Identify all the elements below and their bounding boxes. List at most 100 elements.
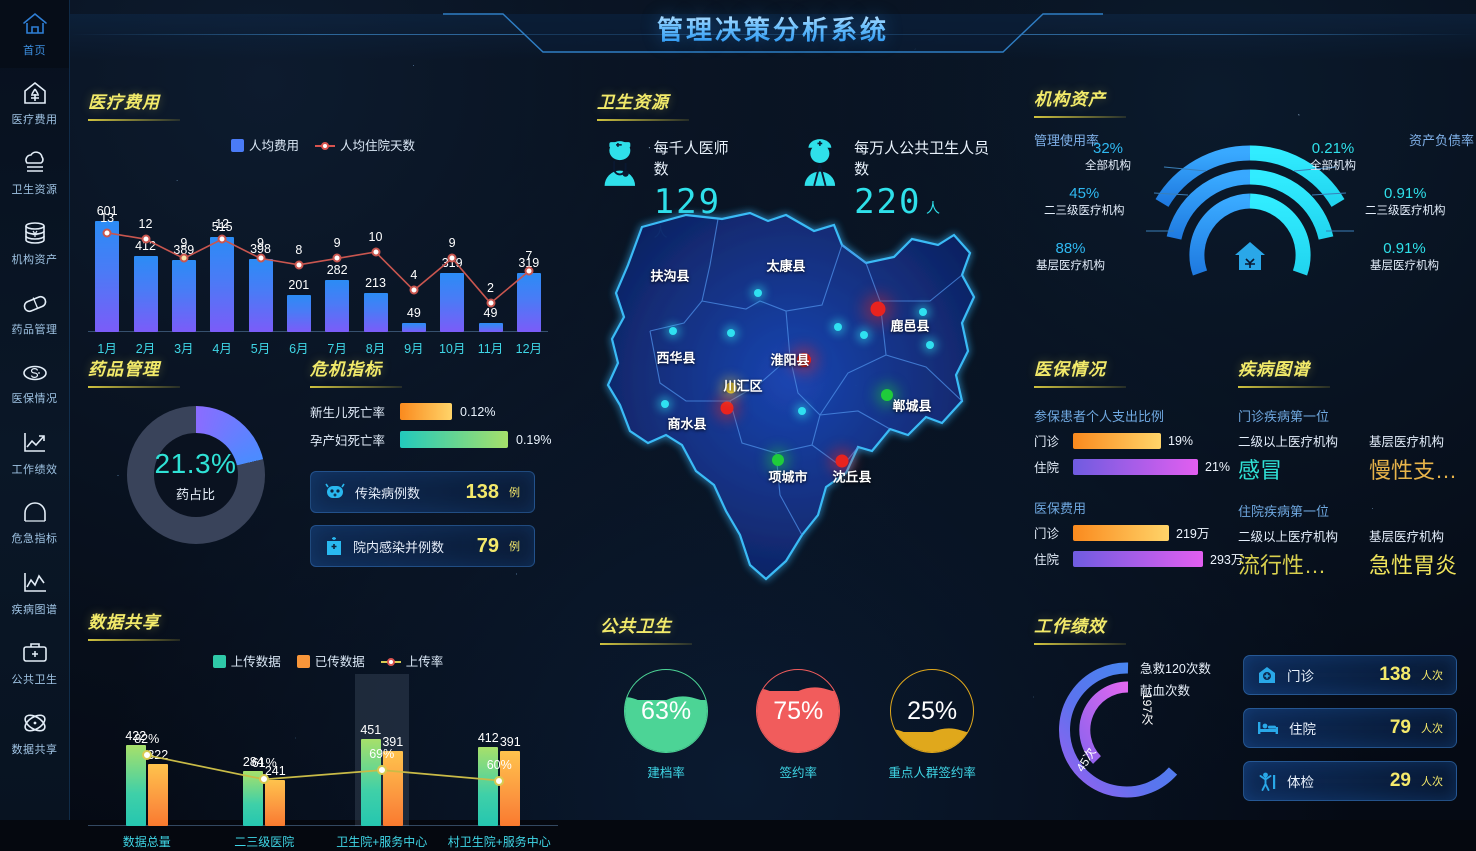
insurance-bar-value: 21%: [1205, 459, 1231, 474]
sidebar-item-insurance[interactable]: 医保情况: [0, 348, 69, 418]
drug-ratio-donut: 21.3% 药占比: [126, 406, 265, 544]
sidebar-item-disease-atlas[interactable]: 疾病图谱: [0, 558, 69, 628]
work-perf-cards: 门诊 138 人次 住院 79 人次 体检 29 人次: [1243, 655, 1457, 814]
map-marker-alert[interactable]: [835, 454, 849, 468]
map-marker-warn[interactable]: [725, 382, 737, 394]
x-axis-label: 村卫生院+服务中心: [447, 835, 551, 849]
info-card-outpatient[interactable]: 门诊 138 人次: [1243, 655, 1457, 695]
sidebar-item-institution-asset[interactable]: 机构资产: [0, 208, 69, 278]
bar-value: 319: [441, 256, 463, 271]
sidebar-item-label: 疾病图谱: [11, 603, 58, 616]
sidebar-item-public-health[interactable]: 公共卫生: [0, 628, 69, 698]
map-region-label: 鹿邑县: [890, 318, 930, 334]
map-region-label: 沈丘县: [832, 469, 872, 485]
insurance-icon: [22, 365, 47, 380]
performance-chart-icon: [23, 432, 45, 452]
gauge-label-name: 基层医疗机构: [1036, 260, 1105, 272]
sidebar-item-drug-mgmt[interactable]: 药品管理: [0, 278, 69, 348]
line-point: [524, 266, 534, 276]
crisis-card[interactable]: 院内感染并例数 79 例: [310, 525, 535, 567]
map-marker-info[interactable]: [919, 308, 927, 316]
map-marker-info[interactable]: [926, 341, 934, 349]
map-marker-info[interactable]: [669, 327, 677, 335]
bar-value: 319: [518, 256, 540, 271]
title-underline: [1034, 643, 1126, 645]
medical-cost-icon: [23, 81, 46, 104]
map-marker-info[interactable]: [661, 400, 669, 408]
medical-cost-panel: 医疗费用 人均费用 人均住院天数 601 412 389 515 398 201 282 21…: [88, 88, 558, 358]
sidebar-item-health-resource[interactable]: 卫生资源: [0, 138, 69, 208]
drug-capsule-icon: [23, 295, 46, 312]
medical-cost-chart: 601 4 12 389 515 398 201 282 213 49 319 49 319 13 12 9 1…: [88, 172, 548, 332]
region-map[interactable]: 扶沟县 太康县 西华县 淮阳县 鹿邑县 川汇区 商水县 郸城县 项城市 沈丘县: [590, 205, 1000, 605]
map-marker-info[interactable]: [798, 407, 806, 415]
map-marker-ok[interactable]: [772, 454, 784, 466]
x-axis-label: 6月: [289, 342, 309, 356]
gauge-label: 32% 全部机构: [1085, 140, 1131, 173]
crisis-bar-fill: [400, 403, 452, 420]
insurance-bar-value: 219万: [1176, 527, 1210, 541]
data-share-x-labels: 数据总量 二三级医院 卫生院+服务中心 村卫生院+服务中心: [88, 831, 568, 851]
x-axis-label: 数据总量: [122, 835, 171, 849]
bar-column: 282: [325, 263, 350, 332]
public-health-item: 25% 重点人群签约率: [888, 669, 976, 781]
line-point: [294, 260, 304, 270]
bar-column: 213: [363, 276, 388, 332]
info-card-inpatient[interactable]: 住院 79 人次: [1243, 708, 1457, 748]
info-card-unit: 人次: [1421, 723, 1443, 735]
disease-col-value: 流行性…: [1238, 553, 1327, 578]
line-point: [447, 253, 457, 263]
x-axis: [88, 331, 548, 332]
title-underline: [597, 119, 689, 121]
line-point: [409, 285, 419, 295]
bar-column: 319: [440, 256, 465, 332]
sidebar-item-home[interactable]: 首页: [0, 0, 69, 68]
gauge-label: 45% 二三级医疗机构: [1044, 185, 1125, 218]
map-marker-ok[interactable]: [881, 389, 893, 401]
section-title: 药品管理: [88, 360, 160, 379]
map-marker-alert[interactable]: [870, 301, 886, 317]
map-marker-info[interactable]: [727, 329, 735, 337]
section-title: 医保情况: [1034, 360, 1106, 379]
insurance-bar-fill: [1073, 432, 1161, 449]
sidebar-item-label: 工作绩效: [11, 463, 58, 476]
crisis-card-value: 138: [465, 480, 499, 503]
disease-col-value: 急性胃炎: [1369, 553, 1458, 578]
map-marker-alert[interactable]: [797, 353, 811, 367]
bar-column: 319: [516, 256, 541, 332]
map-marker-info[interactable]: [754, 289, 762, 297]
liquid-gauge-caption: 重点人群签约率: [888, 766, 976, 780]
legend-item-upload-rate: 上传率: [380, 651, 443, 670]
health-resource-value: 220: [854, 182, 922, 222]
line-point-value: 7: [525, 249, 533, 264]
outpatient-icon: [1259, 667, 1275, 683]
liquid-gauge-pct: 63%: [641, 696, 692, 725]
sidebar-item-critical[interactable]: 危急指标: [0, 488, 69, 558]
insurance-group-2: 医保费用 门诊 219万 住院 293万: [1034, 498, 1244, 568]
disease-col-value: 慢性支…: [1369, 458, 1458, 483]
section-title: 卫生资源: [597, 93, 669, 112]
info-card-value: 138: [1379, 664, 1411, 685]
map-region-label: 太康县: [766, 258, 806, 274]
line-point-value: 9: [333, 236, 341, 251]
data-share-icon: [23, 713, 46, 732]
sidebar-item-data-share[interactable]: 数据共享: [0, 698, 69, 768]
sidebar-item-performance[interactable]: 工作绩效: [0, 418, 69, 488]
legend-item-uploaded-data: 已传数据: [296, 651, 365, 670]
title-underline: [88, 386, 180, 388]
map-marker-info[interactable]: [834, 323, 842, 331]
sidebar-item-medical-cost[interactable]: 医疗费用: [0, 68, 69, 138]
health-resource-icon: [24, 150, 44, 172]
info-card-checkup[interactable]: 体检 29 人次: [1243, 761, 1457, 801]
gauge-left-header: 管理使用率: [1034, 133, 1100, 148]
data-share-legend: 上传数据 已传数据 上传率: [88, 651, 568, 670]
crisis-card[interactable]: 传染病例数 138 例: [310, 471, 535, 513]
map-marker-info[interactable]: [860, 331, 868, 339]
disease-col: 二级以上医疗机构 流行性…: [1238, 526, 1347, 580]
x-axis-label: 4月: [212, 342, 232, 356]
public-health-item: 75% 签约率: [756, 669, 841, 781]
map-marker-alert[interactable]: [720, 401, 734, 415]
donut-center: 21.3% 药占比: [153, 433, 238, 517]
insurance-bar-label: 住院: [1034, 553, 1060, 567]
x-axis-label: 12月: [515, 342, 543, 356]
